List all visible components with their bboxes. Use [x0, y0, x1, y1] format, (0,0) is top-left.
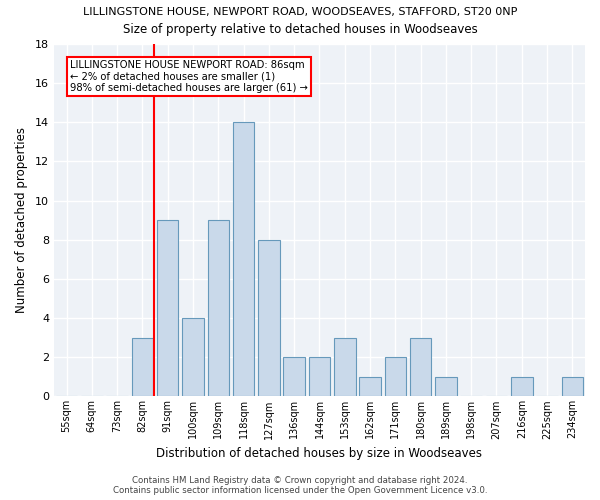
Bar: [208, 220, 229, 396]
Bar: [359, 377, 381, 396]
Bar: [385, 357, 406, 397]
Bar: [562, 377, 583, 396]
Bar: [182, 318, 204, 396]
Y-axis label: Number of detached properties: Number of detached properties: [15, 127, 28, 313]
Bar: [410, 338, 431, 396]
Text: Size of property relative to detached houses in Woodseaves: Size of property relative to detached ho…: [122, 22, 478, 36]
Bar: [511, 377, 533, 396]
Bar: [334, 338, 356, 396]
Bar: [131, 338, 153, 396]
Bar: [435, 377, 457, 396]
Text: Contains HM Land Registry data © Crown copyright and database right 2024.
Contai: Contains HM Land Registry data © Crown c…: [113, 476, 487, 495]
Bar: [309, 357, 330, 397]
Text: LILLINGSTONE HOUSE, NEWPORT ROAD, WOODSEAVES, STAFFORD, ST20 0NP: LILLINGSTONE HOUSE, NEWPORT ROAD, WOODSE…: [83, 8, 517, 18]
Bar: [258, 240, 280, 396]
Bar: [233, 122, 254, 396]
X-axis label: Distribution of detached houses by size in Woodseaves: Distribution of detached houses by size …: [157, 447, 482, 460]
Text: LILLINGSTONE HOUSE NEWPORT ROAD: 86sqm
← 2% of detached houses are smaller (1)
9: LILLINGSTONE HOUSE NEWPORT ROAD: 86sqm ←…: [70, 60, 308, 93]
Bar: [283, 357, 305, 397]
Bar: [157, 220, 178, 396]
